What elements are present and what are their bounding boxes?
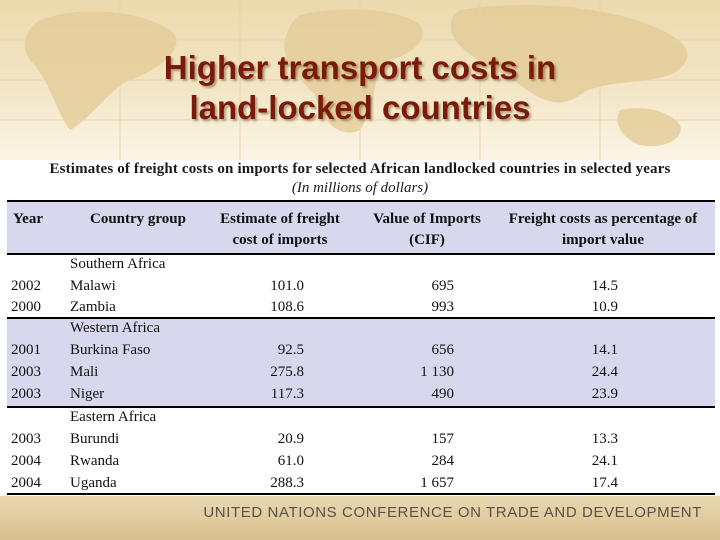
group-band-western — [7, 319, 715, 406]
cell-year: 2003 — [11, 386, 41, 402]
group-label: Southern Africa — [70, 256, 166, 272]
cell-country: Rwanda — [70, 453, 120, 469]
cell-freight: 275.8 — [270, 364, 304, 380]
table-bottom-rule — [7, 493, 715, 495]
header-bottom-rule — [7, 253, 715, 255]
cell-percentage: 13.3 — [591, 431, 618, 447]
cell-percentage: 24.4 — [591, 364, 618, 380]
header-band — [7, 202, 715, 253]
cell-year: 2003 — [11, 364, 41, 380]
header-freight-line-1: Estimate of freight — [220, 211, 340, 227]
cell-country: Mali — [70, 364, 99, 380]
cell-year: 2001 — [11, 342, 41, 358]
cell-percentage: 17.4 — [591, 475, 618, 491]
cell-imports: 1 657 — [420, 475, 454, 491]
cell-imports: 490 — [431, 386, 455, 402]
header-percentage-line-1: Freight costs as percentage of — [508, 211, 698, 227]
slide-title-line-1: Higher transport costs in — [163, 49, 557, 86]
header-percentage-line-2: import value — [561, 232, 645, 248]
cell-year: 2000 — [11, 299, 41, 315]
cell-country: Zambia — [70, 299, 116, 315]
cell-country: Burundi — [70, 431, 120, 447]
group-divider-rule — [7, 406, 715, 408]
group-label: Eastern Africa — [70, 409, 157, 425]
cell-year: 2004 — [11, 475, 41, 491]
cell-year: 2002 — [11, 278, 41, 294]
world-map-graphic — [0, 0, 720, 160]
cell-percentage: 23.9 — [591, 386, 618, 402]
world-map-background — [0, 0, 720, 160]
group-label: Western Africa — [70, 320, 160, 336]
header-imports-line-1: Value of Imports — [373, 211, 481, 227]
cell-percentage: 10.9 — [591, 299, 618, 315]
table-unit-note: (In millions of dollars) — [291, 180, 429, 196]
group-divider-rule — [7, 317, 715, 319]
cell-freight: 101.0 — [270, 278, 304, 294]
cell-country: Malawi — [70, 278, 116, 294]
slide-title-line-2: land-locked countries — [189, 89, 531, 126]
header-country-group: Country group — [90, 211, 186, 227]
cell-imports: 695 — [431, 278, 455, 294]
cell-year: 2004 — [11, 453, 41, 469]
cell-freight: 288.3 — [270, 475, 304, 491]
cell-year: 2003 — [11, 431, 41, 447]
table-top-rule — [7, 200, 715, 202]
header-imports-line-2: (CIF) — [409, 232, 445, 248]
cell-imports: 993 — [431, 299, 455, 315]
cell-freight: 61.0 — [277, 453, 304, 469]
cell-percentage: 24.1 — [591, 453, 618, 469]
cell-imports: 656 — [431, 342, 455, 358]
cell-freight: 20.9 — [277, 431, 304, 447]
cell-freight: 108.6 — [270, 299, 304, 315]
header-freight-line-2: cost of imports — [232, 232, 328, 248]
table-caption: Estimates of freight costs on imports fo… — [49, 161, 671, 177]
cell-percentage: 14.5 — [591, 278, 618, 294]
cell-imports: 1 130 — [420, 364, 454, 380]
cell-imports: 157 — [431, 431, 455, 447]
slide-title: Higher transport costs in land-locked co… — [0, 48, 720, 128]
cell-country: Burkina Faso — [70, 342, 151, 358]
footer-bar: UNITED NATIONS CONFERENCE ON TRADE AND D… — [0, 496, 720, 540]
cell-freight: 117.3 — [270, 386, 304, 402]
footer-organization-name: UNITED NATIONS CONFERENCE ON TRADE AND D… — [203, 504, 702, 521]
cell-percentage: 14.1 — [591, 342, 618, 358]
cell-imports: 284 — [431, 453, 455, 469]
cell-freight: 92.5 — [277, 342, 304, 358]
cell-country: Uganda — [70, 475, 117, 491]
cell-country: Niger — [70, 386, 105, 402]
header-year: Year — [13, 211, 43, 227]
